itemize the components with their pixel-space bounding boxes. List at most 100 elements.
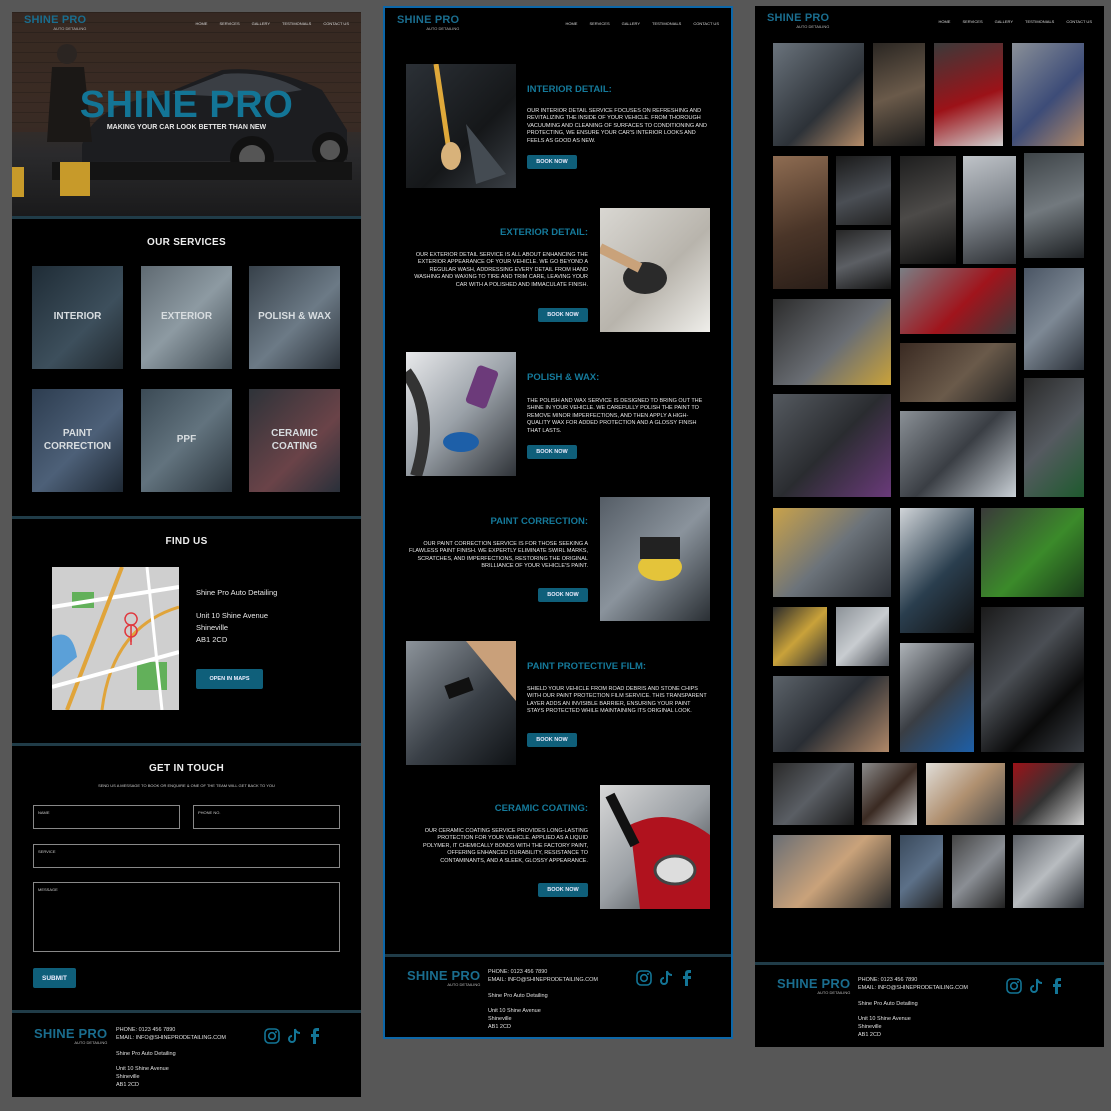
gallery-photo[interactable] xyxy=(900,343,1016,402)
gallery-photo[interactable] xyxy=(773,763,854,825)
nav-testimonials[interactable]: TESTIMONIALS xyxy=(282,20,312,26)
gallery-photo[interactable] xyxy=(862,763,917,825)
nav-home[interactable]: HOME xyxy=(938,18,951,24)
footer-logo[interactable]: SHINE PRO AUTO DETAILING xyxy=(777,977,850,995)
service-card-paint-correction[interactable]: PAINT CORRECTION xyxy=(32,389,123,492)
gallery-photo[interactable] xyxy=(873,43,925,146)
gallery-photo[interactable] xyxy=(773,508,891,597)
gallery-photo[interactable] xyxy=(836,607,889,666)
section-divider xyxy=(12,743,361,746)
gallery-photo[interactable] xyxy=(1024,268,1084,370)
gallery-photo[interactable] xyxy=(773,394,891,497)
nav-services[interactable]: SERVICES xyxy=(962,18,983,24)
gallery-photo[interactable] xyxy=(1012,43,1084,146)
phone-field[interactable]: PHONE NO. xyxy=(193,805,340,829)
gallery-photo[interactable] xyxy=(900,643,974,752)
service-field[interactable]: SERVICE xyxy=(33,844,340,868)
nav-home[interactable]: HOME xyxy=(195,20,208,26)
gallery-photo[interactable] xyxy=(900,835,943,908)
footer-email[interactable]: EMAIL: INFO@SHINEPRODETAILING.COM xyxy=(116,1035,226,1041)
gallery-photo[interactable] xyxy=(900,508,974,633)
gallery-page-mockup: SHINE PRO AUTO DETAILING HOME SERVICES G… xyxy=(755,6,1104,1047)
gallery-photo[interactable] xyxy=(900,411,1016,497)
open-in-maps-button[interactable]: OPEN IN MAPS xyxy=(196,669,263,689)
nav-contact[interactable]: CONTACT US xyxy=(1066,18,1092,24)
nav-services[interactable]: SERVICES xyxy=(589,20,610,26)
location-map[interactable] xyxy=(52,567,179,710)
find-us-title: FIND US xyxy=(165,536,208,547)
nav-contact[interactable]: CONTACT US xyxy=(693,20,719,26)
nav-gallery[interactable]: GALLERY xyxy=(994,18,1014,24)
gallery-photo[interactable] xyxy=(926,763,1005,825)
brand-logo[interactable]: SHINE PRO AUTO DETAILING xyxy=(24,15,86,31)
nav-home[interactable]: HOME xyxy=(565,20,578,26)
service-card-exterior[interactable]: EXTERIOR xyxy=(141,266,232,369)
gallery-photo[interactable] xyxy=(773,607,827,666)
tiktok-icon[interactable] xyxy=(1030,978,1044,994)
nav-gallery[interactable]: GALLERY xyxy=(621,20,641,26)
nav-gallery[interactable]: GALLERY xyxy=(251,20,271,26)
footer-email[interactable]: EMAIL: INFO@SHINEPRODETAILING.COM xyxy=(858,985,968,991)
footer-address-line1: Unit 10 Shine Avenue xyxy=(488,1008,541,1014)
instagram-icon[interactable] xyxy=(264,1028,280,1044)
gallery-photo[interactable] xyxy=(900,156,956,264)
brand-logo[interactable]: SHINE PRO AUTO DETAILING xyxy=(397,15,459,31)
book-now-button[interactable]: BOOK NOW xyxy=(527,155,577,169)
gallery-photo[interactable] xyxy=(836,230,891,289)
brand-logo[interactable]: SHINE PRO AUTO DETAILING xyxy=(767,13,829,29)
gallery-photo[interactable] xyxy=(934,43,1003,146)
detail-text: THE POLISH AND WAX SERVICE IS DESIGNED T… xyxy=(527,398,703,434)
footer-logo[interactable]: SHINE PRO AUTO DETAILING xyxy=(34,1027,107,1045)
find-company: Shine Pro Auto Detailing xyxy=(196,588,278,597)
instagram-icon[interactable] xyxy=(636,970,652,986)
gallery-photo[interactable] xyxy=(1013,763,1084,825)
gallery-photo[interactable] xyxy=(981,508,1084,597)
service-label: PPF xyxy=(176,434,197,446)
gallery-photo[interactable] xyxy=(900,268,1016,334)
nav-testimonials[interactable]: TESTIMONIALS xyxy=(652,20,682,26)
book-now-button[interactable]: BOOK NOW xyxy=(538,308,588,322)
service-card-ceramic-coating[interactable]: CERAMIC COATING xyxy=(249,389,340,492)
gallery-photo[interactable] xyxy=(773,43,864,146)
service-card-interior[interactable]: INTERIOR xyxy=(32,266,123,369)
gallery-photo[interactable] xyxy=(773,156,828,289)
service-field-label: SERVICE xyxy=(38,849,56,854)
gallery-photo[interactable] xyxy=(1013,835,1084,908)
section-divider xyxy=(12,216,361,219)
hero-title: SHINE PRO xyxy=(79,84,294,126)
instagram-icon[interactable] xyxy=(1006,978,1022,994)
gallery-photo[interactable] xyxy=(952,835,1005,908)
gallery-photo[interactable] xyxy=(1024,153,1084,258)
gallery-photo[interactable] xyxy=(981,607,1084,752)
polish-wax-image xyxy=(406,352,516,476)
footer-email[interactable]: EMAIL: INFO@SHINEPRODETAILING.COM xyxy=(488,977,598,983)
submit-button[interactable]: SUBMIT xyxy=(33,968,76,988)
gallery-photo[interactable] xyxy=(773,676,889,752)
facebook-icon[interactable] xyxy=(682,970,692,986)
book-now-button[interactable]: BOOK NOW xyxy=(527,733,577,747)
tiktok-icon[interactable] xyxy=(288,1028,302,1044)
facebook-icon[interactable] xyxy=(1052,978,1062,994)
book-now-button[interactable]: BOOK NOW xyxy=(538,883,588,897)
logo-sub: AUTO DETAILING xyxy=(74,1040,108,1045)
footer-logo[interactable]: SHINE PRO AUTO DETAILING xyxy=(407,969,480,987)
service-card-polish-wax[interactable]: POLISH & WAX xyxy=(249,266,340,369)
nav-contact[interactable]: CONTACT US xyxy=(323,20,349,26)
tiktok-icon[interactable] xyxy=(660,970,674,986)
name-field[interactable]: NAME xyxy=(33,805,180,829)
nav-testimonials[interactable]: TESTIMONIALS xyxy=(1025,18,1055,24)
gallery-photo[interactable] xyxy=(836,156,891,225)
book-now-button[interactable]: BOOK NOW xyxy=(538,588,588,602)
nav-services[interactable]: SERVICES xyxy=(219,20,240,26)
gallery-photo[interactable] xyxy=(1024,378,1084,497)
gallery-photo[interactable] xyxy=(773,835,891,908)
service-card-ppf[interactable]: PPF xyxy=(141,389,232,492)
social-links xyxy=(264,1028,320,1044)
logo-sub: AUTO DETAILING xyxy=(817,990,851,995)
gallery-photo[interactable] xyxy=(773,299,891,385)
footer-address-line2: Shineville xyxy=(116,1074,140,1080)
book-now-button[interactable]: BOOK NOW xyxy=(527,445,577,459)
facebook-icon[interactable] xyxy=(310,1028,320,1044)
message-field[interactable]: MESSAGE xyxy=(33,882,340,952)
gallery-photo[interactable] xyxy=(963,156,1016,264)
